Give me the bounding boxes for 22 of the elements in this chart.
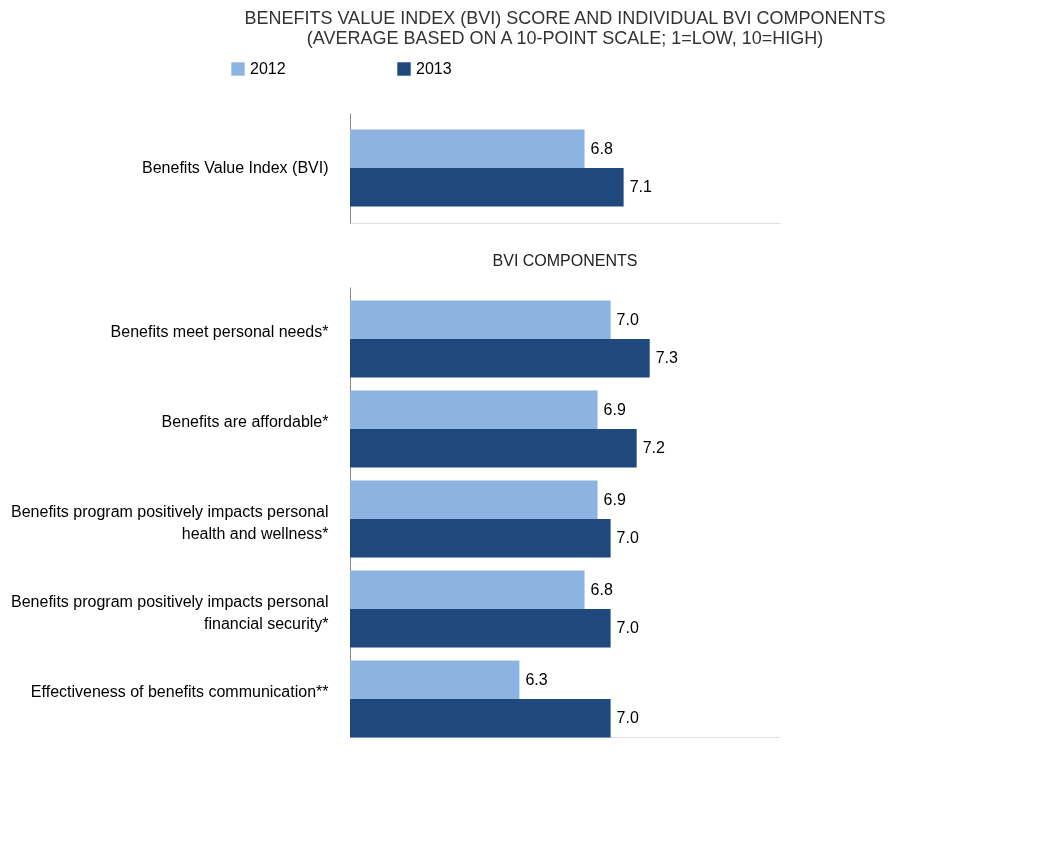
legend-label: 2012 (250, 60, 286, 77)
y-tick-label: Benefits are affordable* (161, 413, 329, 430)
y-tick-label: Effectiveness of benefits communication** (30, 683, 329, 700)
data-label: 6.9 (603, 400, 626, 418)
chart-title: BVI COMPONENTS (492, 252, 638, 269)
y-tick-label: Benefits meet personal needs* (110, 323, 329, 340)
data-label: 7.0 (616, 709, 639, 727)
y-tick-label: Benefits Value Index (BVI) (142, 159, 329, 176)
data-label: 7.3 (655, 349, 679, 367)
data-label: 6.9 (603, 490, 626, 508)
data-label: 7.0 (616, 529, 639, 547)
legend-label: 2013 (416, 60, 452, 77)
data-label: 6.8 (590, 580, 613, 598)
data-label: 7.2 (642, 439, 666, 457)
data-label: 7.0 (616, 619, 639, 637)
y-tick-label: Benefits program positively impacts personal health and wellness* (11, 503, 329, 542)
y-tick-label: Benefits program positively impacts personal financial security* (11, 593, 329, 632)
chart-title: BENEFITS VALUE INDEX (BVI) SCORE AND INDIVIDUAL BVI COMPONENTS (AVERAGE BASED ON A 10-POINT SCALE; 1=LOW, 10=HIGH) (244, 8, 886, 48)
data-label: 6.3 (525, 670, 548, 688)
data-label: 7.0 (616, 310, 639, 328)
data-label: 7.1 (629, 178, 652, 196)
data-label: 6.8 (590, 139, 613, 157)
